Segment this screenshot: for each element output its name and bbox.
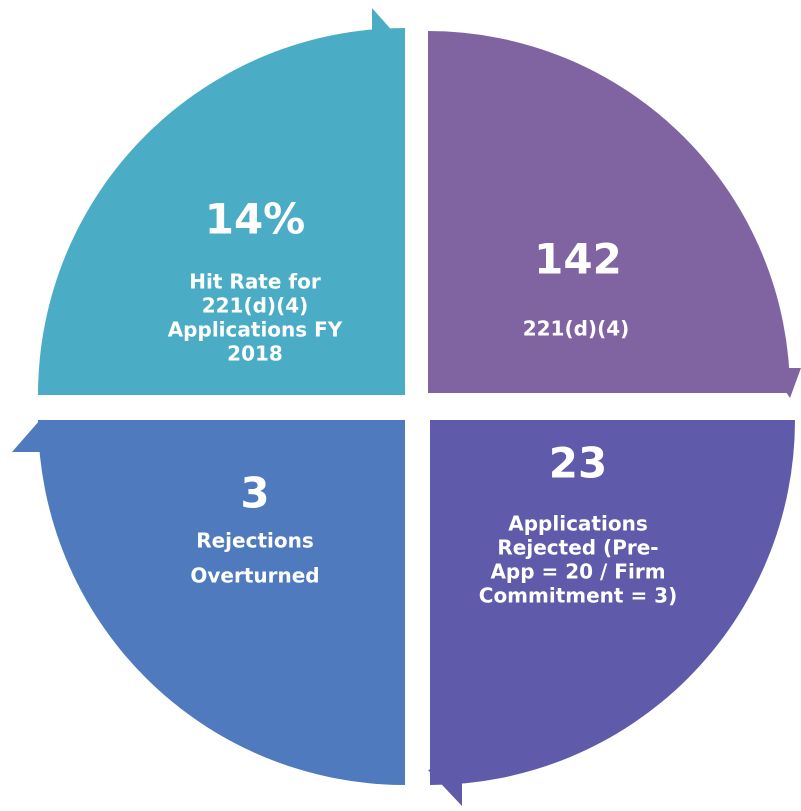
quadrant-label: 2018 — [227, 342, 283, 366]
segment — [38, 28, 405, 395]
quadrant-label: Hit Rate for — [189, 270, 321, 294]
quadrant-top-right — [428, 31, 801, 398]
arrow-head — [12, 420, 66, 452]
quadrant-label: Rejections — [196, 529, 314, 553]
quadrant-value: 3 — [240, 469, 269, 518]
quadrant-label: Applications FY — [168, 318, 343, 342]
quadrant-top-left — [38, 8, 405, 395]
quadrant-label: 221(d)(4) — [202, 294, 309, 318]
segment — [38, 420, 405, 785]
quadrant-value: 142 — [534, 235, 622, 284]
quadrant-label: App = 20 / Firm — [490, 560, 665, 584]
arrow-head — [428, 760, 462, 806]
segment — [428, 31, 790, 393]
quadrant-label: 221(d)(4) — [523, 317, 630, 341]
quadrant-bottom-left — [12, 420, 405, 785]
quadrant-value: 14% — [205, 195, 306, 244]
quadrant-label: Overturned — [190, 564, 319, 588]
quadrant-value: 23 — [549, 439, 607, 488]
segment — [430, 420, 795, 785]
quadrant-label: Applications — [508, 512, 647, 536]
arrow-head — [770, 368, 801, 398]
quadrant-labels: Applications Rejected (Pre- App = 20 / F… — [479, 512, 677, 608]
quadrant-label: Commitment = 3) — [479, 584, 677, 608]
arrow-head — [372, 8, 405, 62]
quadrant-bottom-right — [428, 420, 795, 806]
quadrant-label: Rejected (Pre- — [497, 536, 658, 560]
